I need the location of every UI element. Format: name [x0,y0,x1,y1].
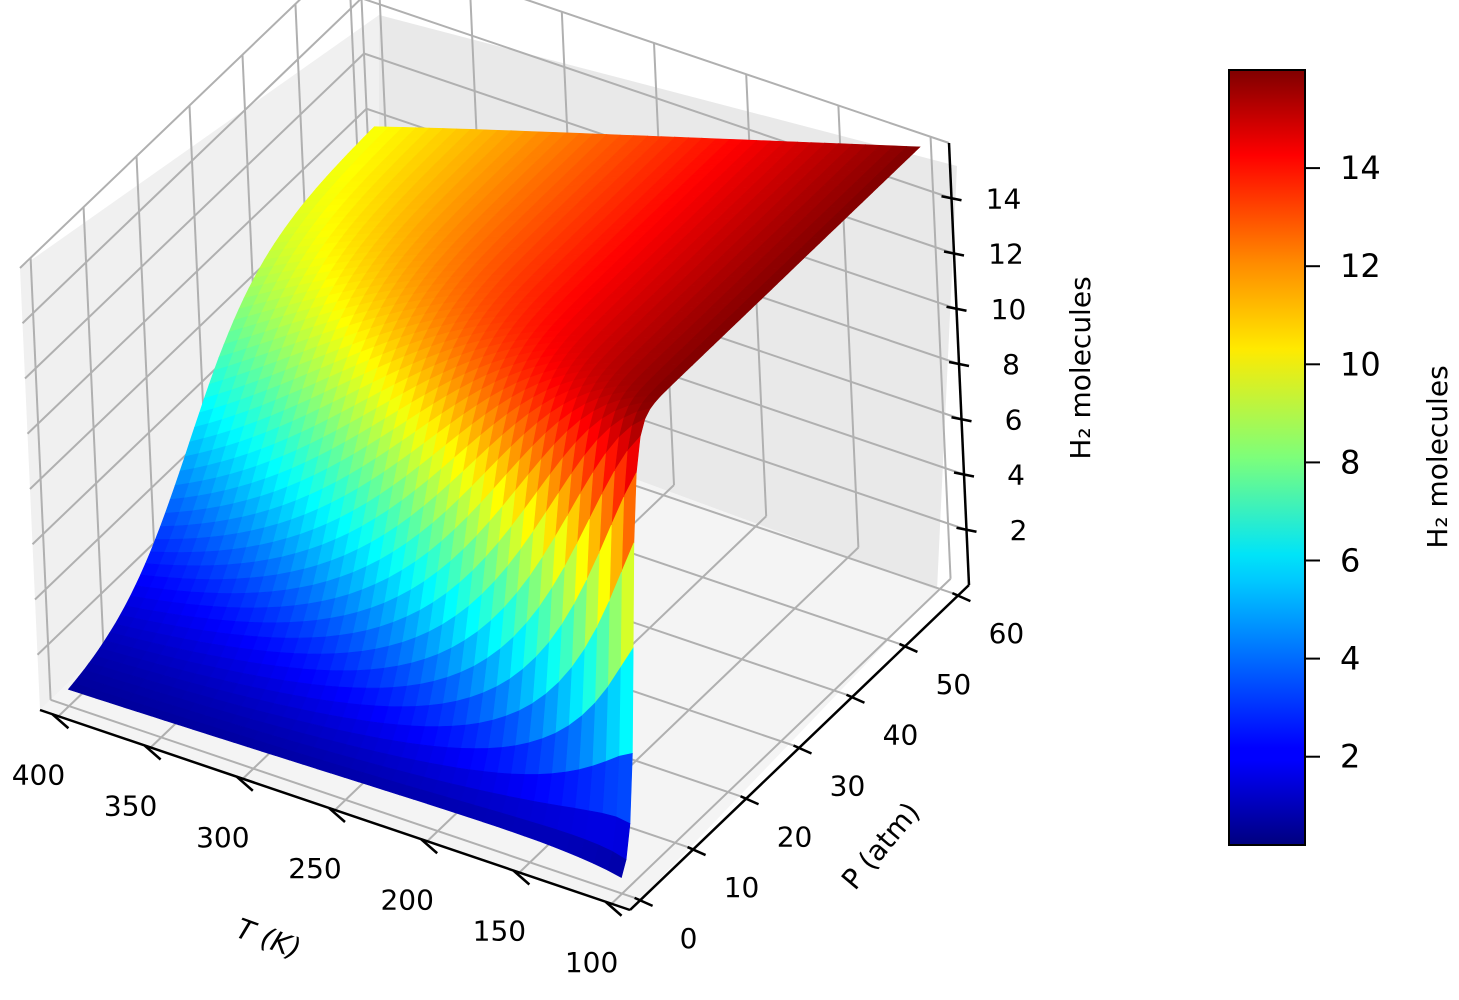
t-tick-label: 200 [380,883,433,916]
pane-edge [524,0,950,144]
t-tick [143,744,162,761]
colorbar-tick-label: 14 [1340,149,1381,187]
colorbar-tick-label: 10 [1340,345,1381,383]
z-tick-label: 8 [1002,348,1020,381]
left-pane [20,15,379,710]
side-gridline-z [24,52,365,380]
t-tick [604,900,623,917]
colorbar-tick-label: 12 [1340,247,1381,285]
t-tick [235,775,254,792]
surface [67,126,921,878]
p-tick-label: 30 [830,770,866,803]
z-tick [956,526,977,533]
t-tick-label: 300 [196,821,249,854]
p-tick-label: 10 [724,871,760,904]
t-tick-label: 100 [565,946,618,979]
z-axis-label: H₂ molecules [1064,276,1097,459]
colorbar: 2 4 6 8 10 12 14 H₂ molecules [1228,69,1454,846]
t-tick-label: 400 [12,758,65,791]
z-tick-label: 4 [1007,459,1025,492]
side-gridline-z [21,0,362,324]
surface-patch [67,682,88,695]
p-tick [898,642,918,654]
p-tick-label: 40 [883,719,919,752]
z-tick-label: 10 [991,293,1027,326]
colorbar-tick-label: 2 [1340,738,1360,776]
axes: 400 350 300 250 200 150 100 0 10 20 30 40 50 60 2 4 6 8 10… [12,142,1028,979]
pane-edge [19,0,301,269]
x-axis-label: T (K) [232,912,306,966]
t-axis-line [39,708,631,912]
z-tick [948,360,970,368]
colorbar-tick-label: 4 [1340,640,1360,678]
z-tick [941,195,962,202]
z-tick-label: 2 [1010,514,1028,547]
z-tick [953,471,975,478]
p-tick [951,592,971,603]
z-tick [951,416,972,423]
t-tick [328,807,346,823]
p-tick-label: 20 [777,820,813,853]
colorbar-label: H₂ molecules [1421,365,1454,548]
p-tick [634,896,654,907]
t-tick [420,838,439,855]
p-tick [687,845,707,857]
z-tick-label: 14 [986,182,1022,215]
z-tick [943,250,965,257]
t-tick-label: 150 [473,915,526,948]
colorbar-gradient [1228,69,1306,846]
colorbar-tick-label: 8 [1340,443,1360,481]
colorbar-tick-label: 6 [1340,542,1360,580]
p-tick-label: 60 [989,617,1025,650]
t-tick-label: 250 [288,852,341,885]
floor-gridline-p [50,698,641,901]
t-tick-label: 350 [104,790,157,823]
y-axis-label: P (atm) [835,796,927,896]
t-tick [512,869,531,886]
z-tick [946,305,967,312]
side-gridline-z [26,108,368,435]
z-tick-label: 12 [988,238,1024,271]
colorbar-ticks: 2 4 6 8 10 12 14 [1305,149,1381,776]
t-tick [51,713,70,730]
p-tick-label: 0 [680,922,698,955]
z-tick-label: 6 [1005,403,1023,436]
p-tick [740,795,760,806]
p-tick-label: 50 [936,668,972,701]
p-tick [845,693,865,704]
p-tick [792,744,813,755]
